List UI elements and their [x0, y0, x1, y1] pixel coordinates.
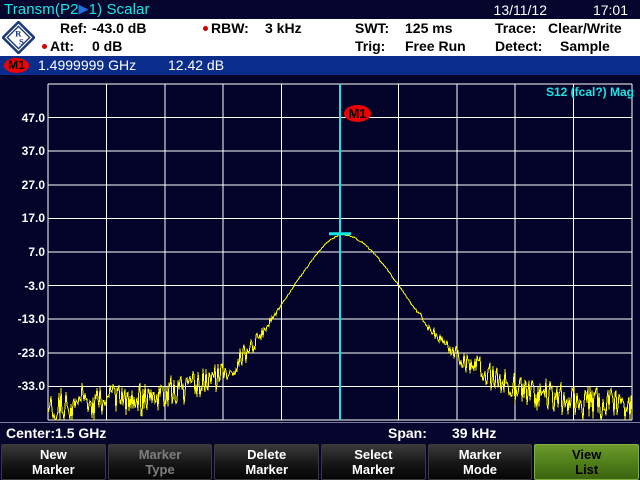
- plot-grid-and-trace: [47, 83, 633, 421]
- y-axis-tick-label: 7.0: [28, 245, 45, 259]
- span-label: Span:: [388, 425, 427, 441]
- softkey-line2: Type: [145, 462, 175, 477]
- y-axis-labels: 47.0 37.0 27.0 17.0 7.0 -3.0 -13.0 -23.0 -33.0: [0, 75, 48, 422]
- softkey-line2: Marker: [245, 462, 288, 477]
- trace-mode-label: Trace:: [495, 20, 537, 36]
- status-bar: Center:1.5 GHz Span: 39 kHz: [0, 422, 640, 444]
- rohde-schwarz-logo-icon: R S: [2, 21, 35, 54]
- softkey-select-marker[interactable]: Select Marker: [321, 444, 426, 480]
- rbw-label: RBW:: [203, 20, 249, 36]
- softkey-line2: Marker: [352, 462, 395, 477]
- rbw-status-dot-icon: [203, 25, 208, 31]
- plot-marker-badge-m1[interactable]: M1: [344, 105, 371, 122]
- center-frequency-value: 1.5 GHz: [55, 425, 107, 441]
- softkey-line1: View: [572, 447, 602, 462]
- softkey-line1: Marker: [458, 447, 502, 462]
- trace-mode-value: Clear/Write: [548, 20, 622, 36]
- y-axis-tick-label: -33.0: [17, 379, 45, 394]
- softkey-line1: Delete: [247, 447, 287, 462]
- rbw-value: 3 kHz: [265, 20, 302, 36]
- ref-level-label: Ref:: [60, 20, 88, 36]
- detector-label: Detect:: [495, 38, 543, 54]
- softkey-line1: Marker: [138, 447, 182, 462]
- measurement-title-pre: Transm(P2: [4, 1, 79, 18]
- softkey-line1: New: [39, 447, 67, 462]
- softkey-marker-mode[interactable]: Marker Mode: [427, 444, 533, 480]
- measurement-title-post: 1) Scalar: [88, 1, 150, 18]
- title-bar: Transm(P2▶1) Scalar 13/11/12 17:01: [0, 0, 640, 19]
- center-frequency-readout[interactable]: Center:1.5 GHz: [6, 425, 107, 441]
- swt-label: SWT:: [355, 20, 390, 36]
- softkey-marker-type: Marker Type: [107, 444, 213, 480]
- y-axis-tick-label: -23.0: [17, 345, 45, 360]
- trigger-label: Trig:: [355, 38, 386, 54]
- softkey-line2: Mode: [463, 462, 497, 477]
- detector-value: Sample: [560, 38, 610, 54]
- marker-badge-m1: M1: [4, 58, 29, 73]
- measurement-title: Transm(P2▶1) Scalar: [4, 1, 150, 18]
- softkey-view-list[interactable]: View List: [534, 444, 640, 480]
- y-axis-tick-label: -13.0: [17, 312, 45, 327]
- y-axis-tick-label: 17.0: [21, 211, 45, 226]
- att-label: Att:: [42, 38, 74, 54]
- softkey-line2: List: [575, 462, 599, 477]
- att-status-dot-icon: [42, 43, 47, 49]
- ref-level-value: -43.0 dB: [92, 20, 147, 36]
- y-axis-tick-label: -3.0: [24, 278, 45, 293]
- att-value: 0 dB: [92, 38, 123, 54]
- y-axis-tick-label: 27.0: [21, 177, 45, 192]
- svg-text:S: S: [19, 36, 24, 46]
- y-axis-tick-label: 47.0: [21, 110, 45, 125]
- svg-text:R: R: [15, 29, 22, 39]
- softkey-line2: Marker: [32, 462, 75, 477]
- settings-panel: R S Ref: -43.0 dB RBW: 3 kHz SWT: 125 ms…: [0, 19, 640, 56]
- marker-info-bar[interactable]: M1 1.4999999 GHz 12.42 dB: [0, 56, 640, 75]
- spectrum-plot[interactable]: 47.0 37.0 27.0 17.0 7.0 -3.0 -13.0 -23.0 -33.0 S…: [0, 75, 640, 422]
- time-display: 17:01: [592, 2, 628, 18]
- date-display: 13/11/12: [493, 2, 547, 18]
- trace-label: S12 (fcal?) Mag: [545, 85, 634, 99]
- softkey-delete-marker[interactable]: Delete Marker: [214, 444, 320, 480]
- marker-level-value: 12.42 dB: [168, 57, 225, 73]
- trigger-value: Free Run: [405, 38, 466, 54]
- softkey-new-marker[interactable]: New Marker: [1, 444, 106, 480]
- span-value[interactable]: 39 kHz: [452, 425, 497, 441]
- y-axis-tick-label: 37.0: [21, 144, 45, 159]
- swt-value: 125 ms: [405, 20, 453, 36]
- softkey-line1: Select: [354, 447, 393, 462]
- arrow-right-icon: ▶: [78, 1, 89, 16]
- marker-frequency-value: 1.4999999 GHz: [38, 57, 137, 73]
- softkey-bar: New Marker Marker Type Delete Marker Select Mar…: [0, 444, 640, 480]
